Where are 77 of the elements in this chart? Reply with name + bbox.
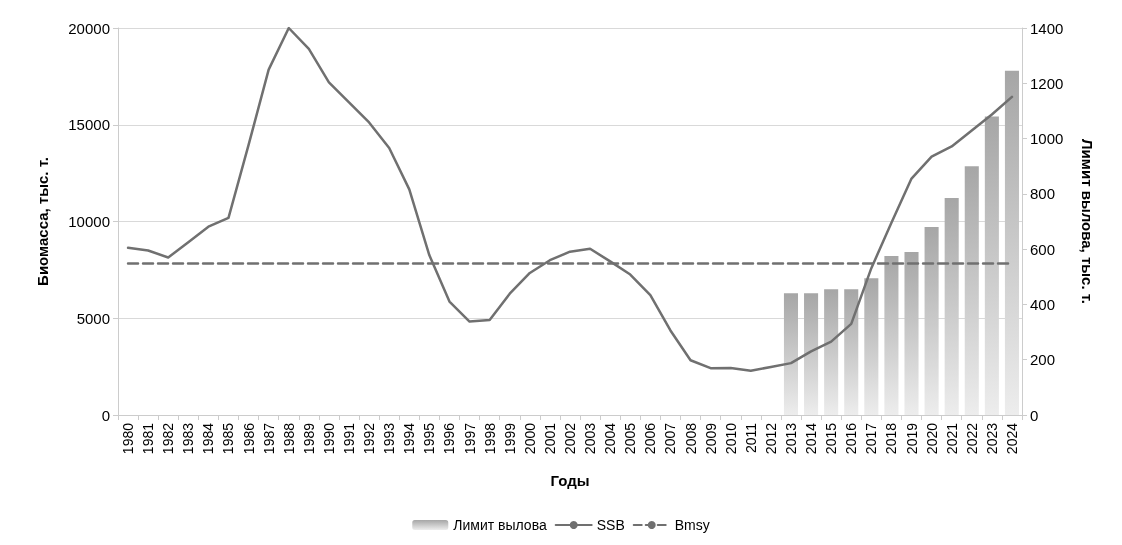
bar <box>844 289 859 415</box>
bar <box>924 227 939 415</box>
y-tick-label: 0 <box>101 406 110 424</box>
x-tick-label: 2018 <box>883 422 900 455</box>
x-tick-label: 2000 <box>521 422 538 455</box>
x-tick-label: 2011 <box>742 422 759 454</box>
y-axis-title: Биомасса, тыс. т. <box>34 157 51 286</box>
x-tick-label: 1995 <box>421 422 438 455</box>
y2-axis-title: Лимит вылова, тыс. т. <box>1079 139 1096 304</box>
x-tick-label: 1998 <box>481 422 498 455</box>
x-tick-label: 2001 <box>541 422 558 455</box>
x-axis-title: Годы <box>550 472 590 489</box>
x-tick-label: 1984 <box>200 422 217 455</box>
y2-tick-label: 1200 <box>1030 74 1064 92</box>
x-tick-label: 2014 <box>803 422 820 455</box>
x-tick-label: 1985 <box>220 422 237 455</box>
x-tick-label: 2023 <box>983 422 1000 455</box>
y2-tick-label: 0 <box>1030 406 1039 424</box>
bar <box>904 251 919 415</box>
x-tick-label: 1993 <box>381 422 398 455</box>
legend-label: Лимит вылова <box>453 517 547 533</box>
x-tick-label: 2005 <box>622 422 639 455</box>
bar <box>964 166 979 415</box>
x-tick-label: 1992 <box>361 422 378 455</box>
bar <box>1004 70 1019 415</box>
x-tick-label: 2021 <box>943 422 960 455</box>
x-tick-label: 1988 <box>280 422 297 455</box>
x-tick-label: 2008 <box>682 422 699 455</box>
x-tick-label: 1989 <box>300 422 317 455</box>
x-tick-label: 1981 <box>140 422 157 455</box>
x-tick-label: 1983 <box>180 422 197 455</box>
y2-tick-label: 1400 <box>1030 19 1064 37</box>
x-tick-label: 1997 <box>461 422 478 455</box>
x-tick-label: 2022 <box>963 422 980 455</box>
y-tick-label: 15000 <box>68 116 110 134</box>
bar <box>984 116 999 415</box>
x-tick-label: 2016 <box>843 422 860 455</box>
x-tick-label: 1991 <box>341 422 358 455</box>
x-tick-label: 1980 <box>120 422 137 455</box>
x-tick-label: 2019 <box>903 422 920 455</box>
bar <box>864 278 879 415</box>
x-tick-label: 1999 <box>501 422 518 455</box>
y-tick-label: 5000 <box>76 309 110 327</box>
legend-label: SSB <box>596 517 625 533</box>
x-tick-label: 2006 <box>642 422 659 455</box>
y-tick-label: 20000 <box>68 19 110 37</box>
x-tick-label: 2007 <box>662 422 679 455</box>
bar <box>824 289 839 415</box>
x-tick-label: 1982 <box>160 422 177 455</box>
bar <box>884 256 899 415</box>
bar <box>783 293 799 415</box>
bar <box>804 293 819 415</box>
y2-tick-label: 1000 <box>1030 130 1064 148</box>
x-tick-label: 2012 <box>762 422 779 455</box>
x-tick-label: 2020 <box>923 422 940 455</box>
y-tick-label: 10000 <box>68 213 110 230</box>
legend-label: Bmsy <box>674 517 710 533</box>
x-tick-label: 1986 <box>240 422 257 455</box>
x-tick-label: 1987 <box>260 422 277 455</box>
x-tick-label: 2003 <box>582 422 599 455</box>
y2-tick-label: 600 <box>1030 240 1056 258</box>
y2-tick-label: 200 <box>1030 351 1056 369</box>
y2-tick-label: 800 <box>1030 185 1056 203</box>
x-tick-label: 2013 <box>782 422 799 455</box>
y2-tick-label: 400 <box>1030 295 1056 313</box>
x-tick-label: 2015 <box>823 422 840 455</box>
x-tick-label: 2017 <box>863 422 880 455</box>
bar <box>944 198 959 415</box>
line-series <box>126 26 1014 372</box>
x-tick-label: 2010 <box>722 422 739 455</box>
x-tick-label: 2002 <box>562 422 578 455</box>
x-tick-label: 1994 <box>401 422 418 455</box>
x-tick-label: 2024 <box>1003 422 1020 455</box>
x-tick-label: 1996 <box>441 422 458 455</box>
x-tick-label: 2004 <box>602 422 619 455</box>
x-tick-label: 1990 <box>320 422 337 455</box>
x-tick-label: 2009 <box>702 422 719 455</box>
